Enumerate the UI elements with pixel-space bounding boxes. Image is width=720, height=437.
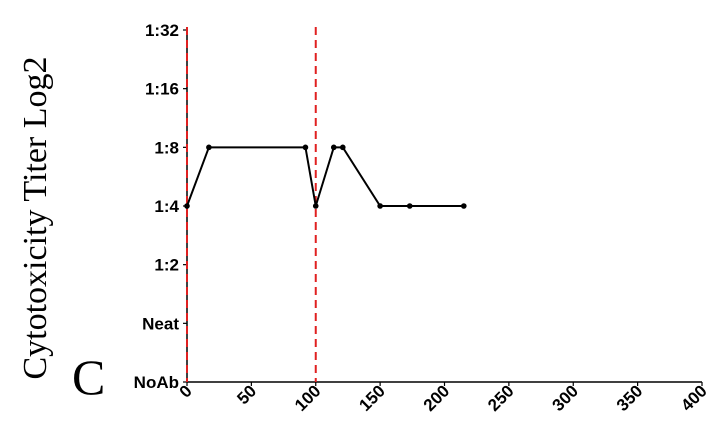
x-tick-label: 200 bbox=[420, 381, 453, 414]
y-tick-label: 1:4 bbox=[154, 197, 179, 216]
x-tick-label: 400 bbox=[677, 381, 710, 414]
series-line bbox=[186, 146, 464, 207]
data-point bbox=[339, 144, 346, 151]
data-point bbox=[302, 144, 309, 151]
y-tick-label: 1:2 bbox=[154, 256, 179, 275]
axes bbox=[183, 29, 703, 386]
data-point bbox=[184, 203, 190, 209]
data-point bbox=[377, 203, 383, 209]
data-point bbox=[312, 203, 319, 209]
panel-label: C bbox=[72, 349, 105, 405]
reference-lines bbox=[186, 27, 317, 382]
data-point bbox=[206, 144, 212, 151]
x-tick-label: 300 bbox=[549, 381, 582, 414]
y-tick-label: 1:16 bbox=[145, 80, 179, 99]
y-tick-label: 1:32 bbox=[145, 21, 179, 40]
series bbox=[184, 144, 467, 209]
y-tick-label: Neat bbox=[142, 314, 179, 333]
tick-labels: NoAb Neat 1:2 1:4 1:8 1:16 1:32 0 50 100 150 200 250… bbox=[134, 21, 711, 415]
y-tick-label: NoAb bbox=[134, 373, 179, 392]
x-tick-label: 250 bbox=[484, 381, 517, 414]
x-tick-label: 350 bbox=[613, 381, 646, 414]
data-point bbox=[406, 203, 413, 209]
x-tick-label: 100 bbox=[291, 381, 324, 414]
x-tick-label: 50 bbox=[233, 381, 260, 408]
y-axis-label: Cytotoxicity Titer Log2 bbox=[17, 56, 54, 379]
y-tick-label: 1:8 bbox=[154, 138, 179, 157]
data-point bbox=[461, 203, 467, 209]
data-point bbox=[330, 144, 337, 151]
x-tick-label: 150 bbox=[355, 381, 388, 414]
x-tick-label: 0 bbox=[176, 381, 196, 401]
